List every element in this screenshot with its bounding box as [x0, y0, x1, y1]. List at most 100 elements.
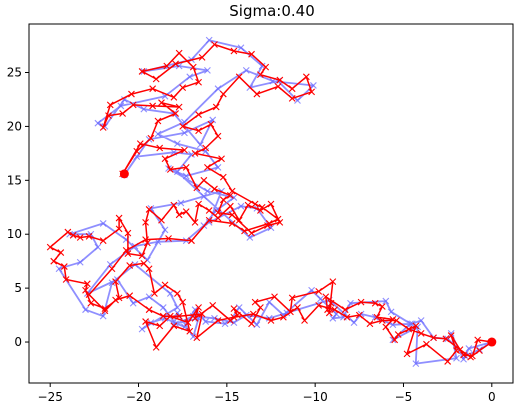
- data-point: [128, 90, 135, 98]
- data-point: [149, 85, 157, 93]
- data-point: [195, 111, 202, 118]
- data-point: [115, 294, 123, 302]
- data-point: [112, 278, 119, 286]
- data-point: [456, 346, 464, 353]
- data-point: [85, 232, 93, 240]
- data-point: [138, 252, 146, 260]
- data-point: [294, 304, 301, 311]
- data-point: [181, 129, 188, 137]
- data-point: [219, 196, 227, 204]
- data-point: [444, 358, 452, 365]
- data-point: [140, 259, 148, 267]
- data-point: [191, 149, 199, 157]
- data-point: [175, 211, 183, 219]
- data-point: [175, 49, 183, 57]
- data-point: [366, 320, 374, 328]
- data-point: [112, 296, 119, 304]
- data-point: [99, 312, 107, 320]
- data-point: [161, 226, 169, 234]
- data-point: [288, 294, 296, 302]
- data-point: [246, 234, 254, 241]
- data-point: [195, 127, 202, 135]
- data-point: [186, 327, 194, 335]
- data-point: [69, 231, 77, 239]
- data-point: [202, 318, 210, 325]
- data-point: [196, 141, 204, 149]
- data-point: [182, 163, 190, 171]
- data-point: [99, 124, 107, 131]
- data-point: [230, 319, 238, 327]
- data-point: [228, 211, 236, 219]
- x-tick-label: −15: [214, 390, 239, 404]
- data-point: [249, 310, 257, 318]
- axes: −25 −20 −15 −10 −5 0 0 5 10 15 20 25: [7, 23, 514, 404]
- data-point: [166, 312, 174, 320]
- data-point: [235, 73, 243, 81]
- data-point: [195, 304, 202, 311]
- data-point: [214, 317, 222, 324]
- data-point: [257, 207, 264, 214]
- data-point: [355, 311, 363, 319]
- data-point: [181, 146, 188, 154]
- data-point: [209, 116, 217, 124]
- data-point: [158, 99, 165, 107]
- data-point: [234, 311, 241, 319]
- data-point: [198, 310, 206, 318]
- data-point: [274, 83, 282, 90]
- data-point: [211, 185, 218, 193]
- data-point: [106, 101, 114, 109]
- x-tick-label: 0: [488, 390, 496, 404]
- data-point: [343, 313, 351, 321]
- data-point: [274, 215, 282, 223]
- data-point: [76, 234, 84, 241]
- data-point: [193, 184, 201, 192]
- data-point: [226, 202, 234, 210]
- data-point: [143, 239, 151, 247]
- data-point: [302, 73, 310, 81]
- data-point: [412, 360, 420, 367]
- data-point: [124, 229, 132, 237]
- data-point: [317, 295, 324, 303]
- data-point: [218, 155, 225, 163]
- data-point: [310, 82, 317, 89]
- data-point: [179, 123, 187, 130]
- data-point: [408, 320, 416, 328]
- data-point: [124, 250, 132, 258]
- data-point: [447, 332, 455, 339]
- data-point: [173, 309, 181, 317]
- data-point: [175, 312, 183, 320]
- data-point: [265, 220, 273, 227]
- data-point: [204, 66, 211, 74]
- data-point: [57, 249, 65, 256]
- data-point: [387, 308, 395, 316]
- data-point: [152, 75, 160, 83]
- data-point: [214, 85, 222, 93]
- data-point: [76, 258, 84, 266]
- data-point: [288, 85, 296, 93]
- data-point: [122, 247, 130, 254]
- data-point: [228, 187, 236, 195]
- data-point: [257, 304, 264, 311]
- data-point: [287, 308, 294, 316]
- data-point: [202, 144, 210, 152]
- data-point: [219, 173, 227, 181]
- data-point: [82, 306, 89, 314]
- data-point: [242, 66, 250, 74]
- data-point: [188, 237, 195, 245]
- data-point: [267, 317, 275, 324]
- data-point: [172, 60, 180, 68]
- data-point: [315, 287, 323, 295]
- data-point: [191, 218, 199, 226]
- data-point: [237, 202, 245, 210]
- data-point: [205, 36, 213, 44]
- data-point: [212, 103, 220, 111]
- data-point: [50, 257, 58, 265]
- data-point: [251, 200, 259, 208]
- data-point: [394, 331, 402, 338]
- data-point: [288, 94, 296, 102]
- data-point: [453, 354, 460, 362]
- data-point: [94, 119, 102, 127]
- data-point: [331, 306, 338, 314]
- data-point: [172, 110, 180, 117]
- data-point: [219, 90, 227, 98]
